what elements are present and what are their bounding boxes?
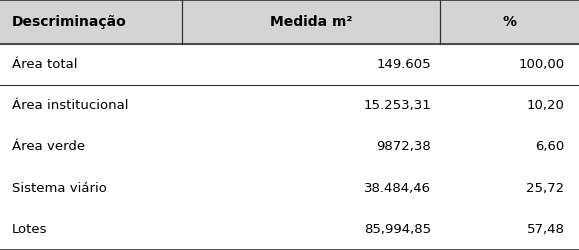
Text: Lotes: Lotes [12, 223, 47, 236]
Text: 6,60: 6,60 [535, 140, 565, 153]
Text: 25,72: 25,72 [526, 182, 565, 194]
Text: %: % [503, 15, 516, 29]
Text: Área institucional: Área institucional [12, 99, 128, 112]
Text: 100,00: 100,00 [518, 58, 565, 71]
Text: 9872,38: 9872,38 [376, 140, 431, 153]
Text: 38.484,46: 38.484,46 [364, 182, 431, 194]
Text: 57,48: 57,48 [527, 223, 565, 236]
Text: 10,20: 10,20 [527, 99, 565, 112]
Text: 85,994,85: 85,994,85 [364, 223, 431, 236]
Text: Área verde: Área verde [12, 140, 85, 153]
Text: Descriminação: Descriminação [12, 15, 126, 29]
Text: 15.253,31: 15.253,31 [364, 99, 431, 112]
Text: 149.605: 149.605 [377, 58, 431, 71]
Text: Medida m²: Medida m² [270, 15, 353, 29]
Text: Sistema viário: Sistema viário [12, 182, 107, 194]
Bar [0, 0, 579, 44]
Text: Área total: Área total [12, 58, 77, 71]
